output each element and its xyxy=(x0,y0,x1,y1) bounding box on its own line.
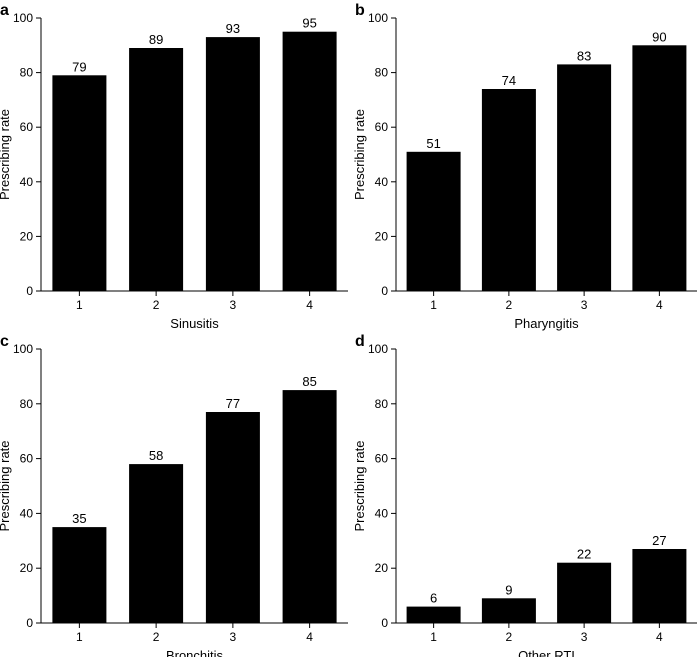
panel-c-bar-2 xyxy=(129,464,184,623)
panel-d-y-axis-label: Prescribing rate xyxy=(352,440,367,531)
panel-c-x-tick-label-2: 2 xyxy=(153,630,160,644)
panel-c-value-label-2: 58 xyxy=(149,448,163,463)
panel-d-y-tick-label-40: 40 xyxy=(375,506,389,520)
panel-a-x-tick-label-3: 3 xyxy=(230,298,237,312)
panel-d-value-label-1: 6 xyxy=(430,591,437,606)
panel-a-x-tick-label-2: 2 xyxy=(153,298,160,312)
panel-c-x-tick-label-3: 3 xyxy=(230,630,237,644)
panel-d-x-axis-label: Other RTI xyxy=(518,648,575,657)
panel-c-value-label-3: 77 xyxy=(226,396,240,411)
panel-d-value-label-4: 27 xyxy=(652,533,666,548)
panel-c-y-tick-label-0: 0 xyxy=(26,616,33,630)
panel-d-value-label-3: 22 xyxy=(577,547,591,562)
panel-d-y-tick-label-80: 80 xyxy=(375,397,389,411)
panel-a-y-tick-label-60: 60 xyxy=(20,120,34,134)
panel-b-bar-3 xyxy=(557,64,612,292)
panel-c-value-label-1: 35 xyxy=(72,511,86,526)
panel-c-x-axis-label: Bronchitis xyxy=(166,648,224,657)
panel-d-y-tick-label-20: 20 xyxy=(375,561,389,575)
panel-b-letter: b xyxy=(355,2,365,19)
panel-d-x-tick-label-1: 1 xyxy=(430,630,437,644)
panel-d-y-tick-label-60: 60 xyxy=(375,452,389,466)
panel-a-value-label-3: 93 xyxy=(226,21,240,36)
panel-b-value-label-1: 51 xyxy=(426,136,440,151)
panel-a-bar-2 xyxy=(129,48,184,291)
panel-a: a 79 89 93 95 0 20 40 60 80 100 1 2 3 4 Sinusitis Prescr… xyxy=(0,2,348,331)
panel-b-x-tick-label-3: 3 xyxy=(581,298,588,312)
panel-a-bar-4 xyxy=(282,31,337,291)
panel-a-x-tick-label-4: 4 xyxy=(306,298,313,312)
panel-a-y-tick-label-40: 40 xyxy=(20,175,34,189)
panel-a-y-tick-label-0: 0 xyxy=(26,284,33,298)
panel-b-x-tick-label-2: 2 xyxy=(506,298,513,312)
panel-b: b 51 74 83 90 0 20 40 60 80 100 1 2 3 4 Pharyngitis Pres… xyxy=(352,2,697,331)
panel-d-value-label-2: 9 xyxy=(505,582,512,597)
panel-b-y-tick-label-100: 100 xyxy=(368,11,388,25)
panel-a-y-tick-label-100: 100 xyxy=(13,11,33,25)
panel-d-y-tick-label-0: 0 xyxy=(381,616,388,630)
panel-c-value-label-4: 85 xyxy=(302,374,316,389)
panel-b-y-axis-label: Prescribing rate xyxy=(352,109,367,200)
panel-c-bar-3 xyxy=(205,412,260,623)
panel-a-letter: a xyxy=(0,2,9,19)
panel-d-x-tick-label-4: 4 xyxy=(656,630,663,644)
panel-a-x-tick-label-1: 1 xyxy=(76,298,83,312)
panel-b-y-tick-label-80: 80 xyxy=(375,66,389,80)
panel-b-value-label-2: 74 xyxy=(502,73,516,88)
panel-b-bar-4 xyxy=(632,45,687,291)
panel-a-y-tick-label-80: 80 xyxy=(20,66,34,80)
panel-c-y-tick-label-40: 40 xyxy=(20,506,34,520)
panel-a-value-label-4: 95 xyxy=(302,16,316,31)
panel-a-bar-3 xyxy=(205,37,260,291)
panel-c-bar-1 xyxy=(52,527,107,623)
panel-c-y-tick-label-60: 60 xyxy=(20,452,34,466)
panel-b-y-tick-label-20: 20 xyxy=(375,229,389,243)
panel-c-y-tick-label-100: 100 xyxy=(13,342,33,356)
panel-c-y-tick-label-20: 20 xyxy=(20,561,34,575)
panel-d-bar-1 xyxy=(406,606,461,623)
panel-b-value-label-3: 83 xyxy=(577,48,591,63)
panel-b-x-tick-label-4: 4 xyxy=(656,298,663,312)
panel-d-bar-4 xyxy=(632,549,687,623)
panel-a-x-axis-label: Sinusitis xyxy=(170,316,219,331)
panel-d-y-tick-label-100: 100 xyxy=(368,342,388,356)
panel-d: d 6 9 22 27 0 20 40 60 80 100 1 2 3 4 Other RTI Prescrib… xyxy=(352,333,697,657)
panel-b-x-axis-label: Pharyngitis xyxy=(514,316,579,331)
panel-a-bar-1 xyxy=(52,75,107,291)
panel-c-x-tick-label-1: 1 xyxy=(76,630,83,644)
panel-c-y-tick-label-80: 80 xyxy=(20,397,34,411)
panel-c-y-axis-label: Prescribing rate xyxy=(0,440,12,531)
panel-b-y-tick-label-60: 60 xyxy=(375,120,389,134)
panel-c-bar-4 xyxy=(282,390,337,623)
panel-a-y-axis-label: Prescribing rate xyxy=(0,109,12,200)
panel-a-value-label-1: 79 xyxy=(72,59,86,74)
panel-c: c 35 58 77 85 0 20 40 60 80 100 1 2 3 4 Bronchitis Presc… xyxy=(0,333,348,657)
panel-d-bar-2 xyxy=(481,598,536,623)
panel-d-bar-3 xyxy=(557,562,612,623)
panel-c-x-tick-label-4: 4 xyxy=(306,630,313,644)
panel-d-letter: d xyxy=(355,333,365,350)
panel-a-y-tick-label-20: 20 xyxy=(20,229,34,243)
panel-b-y-tick-label-0: 0 xyxy=(381,284,388,298)
panel-b-value-label-4: 90 xyxy=(652,29,666,44)
panel-b-bar-1 xyxy=(406,151,461,291)
panel-b-bar-2 xyxy=(481,89,536,291)
panel-a-value-label-2: 89 xyxy=(149,32,163,47)
panel-b-x-tick-label-1: 1 xyxy=(430,298,437,312)
panel-d-x-tick-label-3: 3 xyxy=(581,630,588,644)
panel-d-x-tick-label-2: 2 xyxy=(506,630,513,644)
panel-c-letter: c xyxy=(0,333,9,350)
panel-b-y-tick-label-40: 40 xyxy=(375,175,389,189)
